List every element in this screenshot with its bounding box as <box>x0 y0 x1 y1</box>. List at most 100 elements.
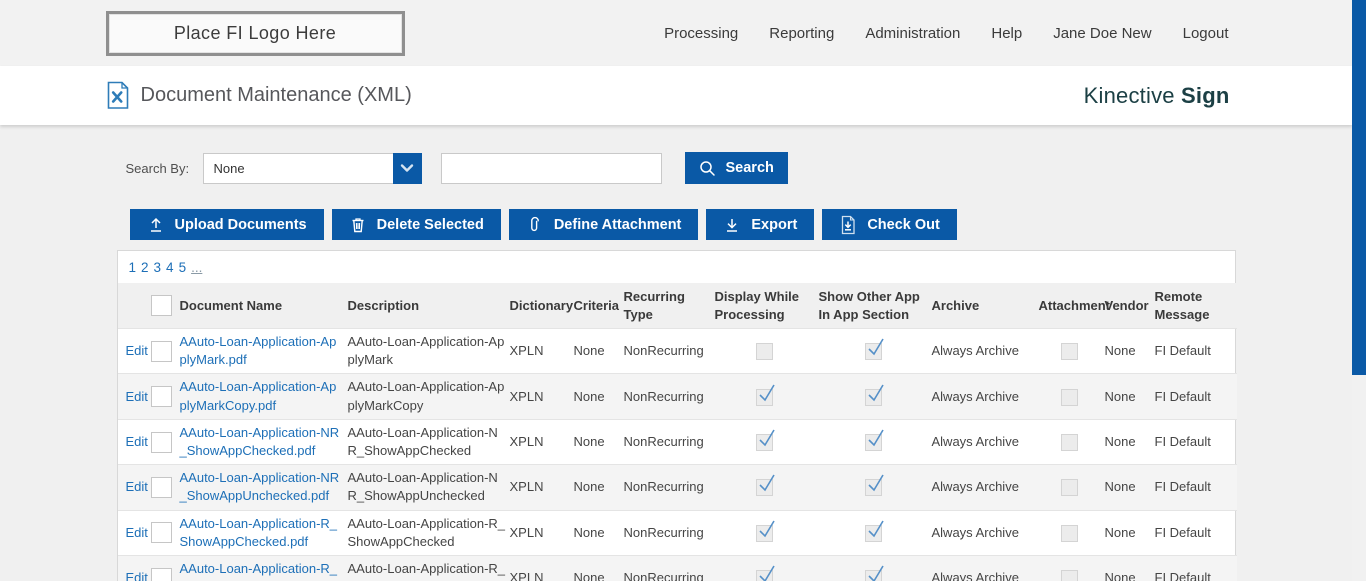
document-name-link[interactable]: AAuto-Loan-Application-ApplyMark.pdf <box>180 333 344 369</box>
cell-dictionary: XPLN <box>510 479 544 494</box>
row-checkbox[interactable] <box>151 341 172 362</box>
nav-item-help[interactable]: Help <box>991 25 1022 42</box>
search-by-dropdown[interactable]: None <box>203 153 422 184</box>
cell-criteria: None <box>574 570 605 581</box>
page-link-1[interactable]: 1 <box>129 260 137 275</box>
check-out-button[interactable]: Check Out <box>822 209 957 240</box>
upload-documents-button-label: Upload Documents <box>175 217 307 233</box>
download-icon <box>723 216 741 234</box>
row-checkbox[interactable] <box>151 568 172 581</box>
cell-criteria: None <box>574 525 605 540</box>
cell-archive: Always Archive <box>932 525 1019 540</box>
fi-logo-placeholder: Place FI Logo Here <box>106 11 405 56</box>
table-header-row: Document NameDescriptionDictionaryCriter… <box>118 283 1237 329</box>
search-by-dropdown-value: None <box>204 154 421 183</box>
page-link-3[interactable]: 3 <box>154 260 162 275</box>
edit-link[interactable]: Edit <box>126 389 148 404</box>
edit-link[interactable]: Edit <box>126 525 148 540</box>
table-row: Edit AAuto-Loan-Application-ApplyMarkCopy… <box>118 374 1237 419</box>
col-edit <box>118 283 151 329</box>
export-button[interactable]: Export <box>706 209 814 240</box>
document-name-link[interactable]: AAuto-Loan-Application-NR_ShowAppUncheck… <box>180 469 344 505</box>
select-all-checkbox[interactable] <box>151 295 172 316</box>
page-link-more[interactable]: ... <box>191 260 202 275</box>
cell-description: AAuto-Loan-Application-ApplyMark <box>348 333 506 369</box>
toolbar: Upload Documents Delete Selected Define At… <box>130 209 1236 240</box>
documents-table-card: 12345... Document NameDescriptionDiction… <box>117 250 1236 581</box>
delete-selected-button-label: Delete Selected <box>377 217 484 233</box>
upload-icon <box>147 216 165 234</box>
row-checkbox[interactable] <box>151 477 172 498</box>
document-name-link[interactable]: AAuto-Loan-Application-R_ShowAppUnchecke… <box>180 560 344 581</box>
document-name-link[interactable]: AAuto-Loan-Application-NR_ShowAppChecked… <box>180 424 344 460</box>
cell-archive: Always Archive <box>932 389 1019 404</box>
cell-dictionary: XPLN <box>510 389 544 404</box>
check-out-button-label: Check Out <box>867 217 940 233</box>
cell-recurring-type: NonRecurring <box>624 570 704 581</box>
cell-criteria: None <box>574 343 605 358</box>
page-link-2[interactable]: 2 <box>141 260 149 275</box>
scrollbar-thumb[interactable] <box>1352 0 1366 375</box>
attachment-checkbox-unchecked <box>1061 389 1078 406</box>
cell-recurring-type: NonRecurring <box>624 389 704 404</box>
cell-remote-message: FI Default <box>1155 570 1211 581</box>
edit-link[interactable]: Edit <box>126 343 148 358</box>
cell-vendor: None <box>1105 525 1136 540</box>
paperclip-icon <box>526 216 544 234</box>
define-attachment-button[interactable]: Define Attachment <box>509 209 699 240</box>
cell-vendor: None <box>1105 389 1136 404</box>
row-checkbox[interactable] <box>151 432 172 453</box>
nav-item-administration[interactable]: Administration <box>865 25 960 42</box>
delete-selected-button[interactable]: Delete Selected <box>332 209 501 240</box>
cell-archive: Always Archive <box>932 343 1019 358</box>
cell-criteria: None <box>574 389 605 404</box>
edit-link[interactable]: Edit <box>126 570 148 581</box>
row-checkbox[interactable] <box>151 522 172 543</box>
nav-item-reporting[interactable]: Reporting <box>769 25 834 42</box>
cell-dictionary: XPLN <box>510 434 544 449</box>
cell-recurring-type: NonRecurring <box>624 479 704 494</box>
cell-recurring-type: NonRecurring <box>624 525 704 540</box>
dropdown-button[interactable] <box>393 153 422 184</box>
cell-remote-message: FI Default <box>1155 343 1211 358</box>
nav-item-logout[interactable]: Logout <box>1183 25 1229 42</box>
column-header-vendor: Vendor <box>1105 283 1155 329</box>
display-while-processing-checkbox-checked <box>756 434 773 451</box>
show-other-app-checkbox-checked <box>865 434 882 451</box>
cell-recurring-type: NonRecurring <box>624 434 704 449</box>
cell-dictionary: XPLN <box>510 570 544 581</box>
search-row: Search By: None <box>117 152 1236 184</box>
page-link-5[interactable]: 5 <box>179 260 187 275</box>
brand-logo: Kinective Sign <box>1084 83 1230 109</box>
cell-dictionary: XPLN <box>510 525 544 540</box>
column-header-display-while-processing: Display While Processing <box>715 283 819 329</box>
brand-product: Sign <box>1181 83 1229 108</box>
cell-remote-message: FI Default <box>1155 525 1211 540</box>
show-other-app-checkbox-checked <box>865 389 882 406</box>
page-link-4[interactable]: 4 <box>166 260 174 275</box>
nav-item-jane-doe-new[interactable]: Jane Doe New <box>1053 25 1151 42</box>
display-while-processing-checkbox-checked <box>756 570 773 581</box>
search-button[interactable]: Search <box>685 152 788 184</box>
display-while-processing-checkbox-checked <box>756 389 773 406</box>
document-name-link[interactable]: AAuto-Loan-Application-ApplyMarkCopy.pdf <box>180 378 344 414</box>
cell-criteria: None <box>574 434 605 449</box>
edit-link[interactable]: Edit <box>126 479 148 494</box>
upload-documents-button[interactable]: Upload Documents <box>130 209 324 240</box>
column-header-archive: Archive <box>932 283 1039 329</box>
document-name-link[interactable]: AAuto-Loan-Application-R_ShowAppChecked.… <box>180 515 344 551</box>
cell-archive: Always Archive <box>932 570 1019 581</box>
edit-link[interactable]: Edit <box>126 434 148 449</box>
vertical-scrollbar[interactable] <box>1352 0 1366 581</box>
cell-remote-message: FI Default <box>1155 434 1211 449</box>
display-while-processing-checkbox-checked <box>756 525 773 542</box>
row-checkbox[interactable] <box>151 386 172 407</box>
show-other-app-checkbox-checked <box>865 343 882 360</box>
nav-item-processing[interactable]: Processing <box>664 25 738 42</box>
cell-vendor: None <box>1105 343 1136 358</box>
document-download-icon <box>839 215 857 235</box>
search-input[interactable] <box>441 153 662 184</box>
cell-description: AAuto-Loan-Application-R_ShowAppChecked <box>348 515 506 551</box>
page-title: Document Maintenance (XML) <box>141 84 412 107</box>
cell-remote-message: FI Default <box>1155 389 1211 404</box>
